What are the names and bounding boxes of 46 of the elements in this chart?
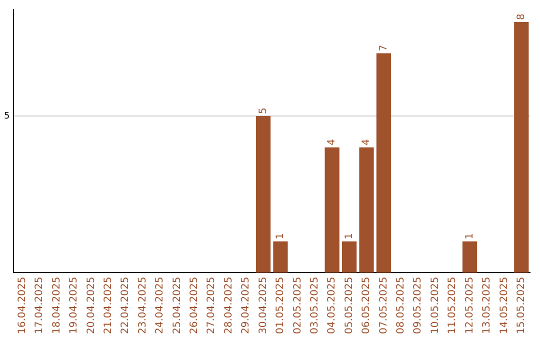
x-tick-label: 12.05.2025 (464, 276, 476, 334)
x-tick-label: 24.04.2025 (154, 276, 166, 334)
x-tick-label: 26.04.2025 (189, 276, 200, 334)
x-tick-label: 21.04.2025 (102, 276, 114, 334)
bar (324, 147, 340, 273)
x-tick-label: 10.05.2025 (430, 276, 441, 334)
data-label: 5 (258, 108, 269, 114)
bar (256, 116, 271, 273)
x-tick-label: 04.05.2025 (326, 276, 338, 334)
x-tick-label: 07.05.2025 (378, 276, 390, 334)
x-tick-label: 28.04.2025 (223, 276, 234, 334)
x-tick-label: 16.04.2025 (16, 276, 28, 334)
x-tick-label: 13.05.2025 (482, 276, 493, 334)
bar (342, 241, 357, 273)
x-tick-label: 19.04.2025 (68, 276, 80, 334)
data-label: 4 (326, 138, 338, 146)
x-tick-label: 30.04.2025 (258, 276, 269, 334)
x-tick-label: 06.05.2025 (361, 276, 372, 334)
x-tick-label: 27.04.2025 (206, 276, 218, 334)
x-tick-label: 14.05.2025 (498, 276, 510, 334)
data-label: 1 (464, 233, 476, 240)
x-tick-label: 08.05.2025 (396, 276, 407, 334)
bar (376, 53, 392, 273)
bar (273, 241, 288, 273)
x-tick-label: 17.04.2025 (34, 276, 46, 334)
x-tick-label: 22.04.2025 (120, 276, 132, 334)
x-tick-label: 29.04.2025 (240, 276, 252, 334)
x-tick-label: 15.05.2025 (516, 276, 527, 334)
data-label: 8 (516, 14, 527, 20)
x-tick-label: 20.04.2025 (86, 276, 97, 334)
data-label: 4 (361, 138, 372, 146)
bar (514, 22, 529, 273)
x-tick-label: 09.05.2025 (412, 276, 424, 334)
x-tick-label: 02.05.2025 (292, 276, 304, 334)
x-tick-label: 01.05.2025 (275, 276, 286, 334)
bar (359, 147, 374, 273)
x-tick-label: 03.05.2025 (309, 276, 320, 334)
x-tick-label: 11.05.2025 (447, 276, 458, 334)
data-label: 1 (344, 233, 355, 240)
data-label: 1 (275, 233, 286, 240)
x-tick-label: 25.04.2025 (172, 276, 183, 334)
data-label: 7 (378, 44, 390, 52)
x-tick-label: 18.04.2025 (51, 276, 62, 334)
bar (462, 241, 478, 273)
x-tick-label: 05.05.2025 (344, 276, 355, 334)
x-tick-label: 23.04.2025 (137, 276, 148, 334)
